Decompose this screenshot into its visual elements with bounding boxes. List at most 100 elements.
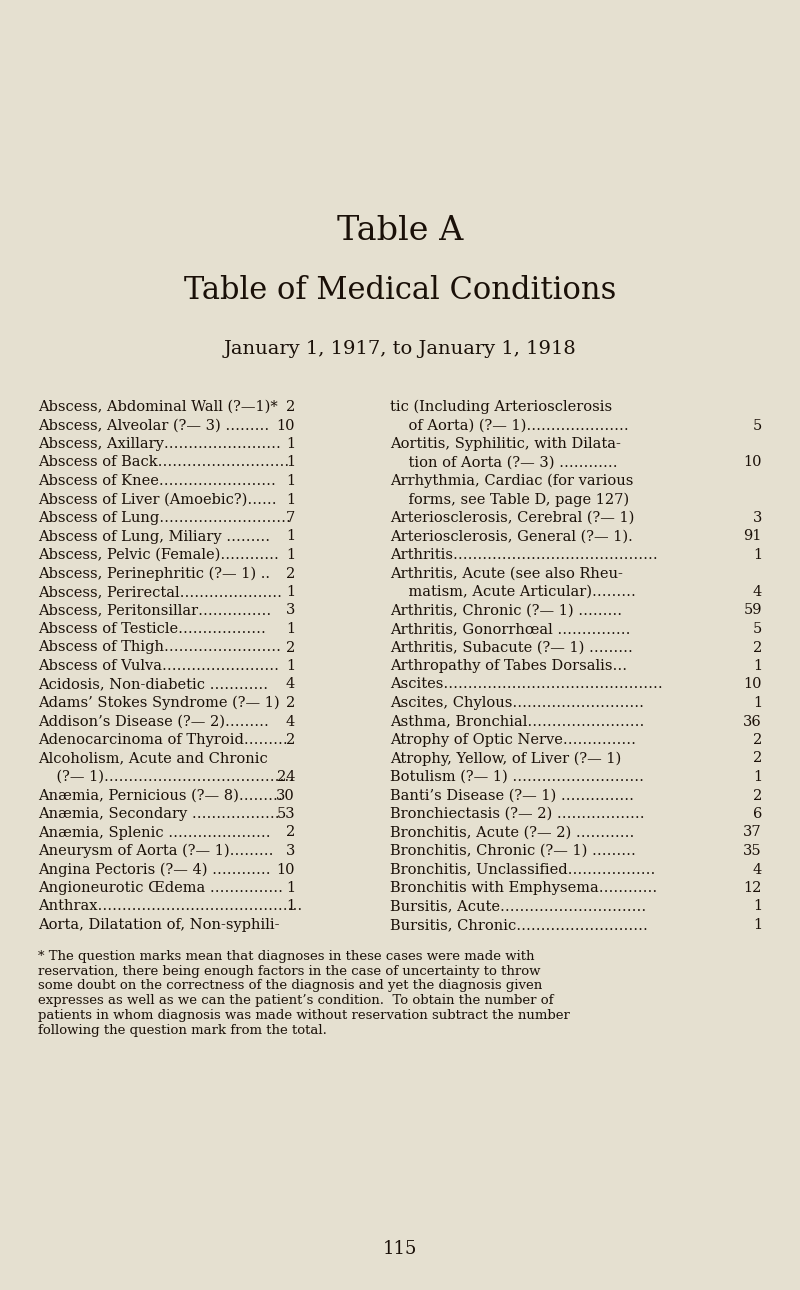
Text: Arthropathy of Tabes Dorsalis…: Arthropathy of Tabes Dorsalis… — [390, 659, 632, 673]
Text: Ascites………………………………………: Ascites……………………………………… — [390, 677, 662, 691]
Text: 1: 1 — [286, 473, 295, 488]
Text: Abscess, Abdominal Wall (?—1)*: Abscess, Abdominal Wall (?—1)* — [38, 400, 278, 414]
Text: patients in whom diagnosis was made without reservation subtract the number: patients in whom diagnosis was made with… — [38, 1009, 570, 1022]
Text: 2: 2 — [753, 752, 762, 765]
Text: Addison’s Disease (?— 2)………: Addison’s Disease (?— 2)……… — [38, 715, 269, 729]
Text: Bronchitis with Emphysema…………: Bronchitis with Emphysema………… — [390, 881, 658, 895]
Text: 1: 1 — [286, 529, 295, 543]
Text: 6: 6 — [753, 808, 762, 820]
Text: 10: 10 — [743, 455, 762, 470]
Text: Abscess of Thigh……………………: Abscess of Thigh…………………… — [38, 641, 281, 654]
Text: Ascites, Chylous………………………: Ascites, Chylous……………………… — [390, 697, 644, 710]
Text: Arthritis……………………………………: Arthritis…………………………………… — [390, 548, 658, 562]
Text: 1: 1 — [286, 548, 295, 562]
Text: Anæmia, Pernicious (?— 8)………: Anæmia, Pernicious (?— 8)……… — [38, 788, 282, 802]
Text: tion of Aorta (?— 3) …………: tion of Aorta (?— 3) ………… — [390, 455, 618, 470]
Text: 4: 4 — [753, 863, 762, 876]
Text: 2: 2 — [286, 400, 295, 414]
Text: 30: 30 — [276, 788, 295, 802]
Text: 53: 53 — [276, 808, 295, 820]
Text: 4: 4 — [286, 715, 295, 729]
Text: Abscess of Testicle………………: Abscess of Testicle……………… — [38, 622, 266, 636]
Text: Abscess, Peritonsillar……………: Abscess, Peritonsillar…………… — [38, 604, 271, 618]
Text: 1: 1 — [753, 918, 762, 931]
Text: Bronchitis, Chronic (?— 1) ………: Bronchitis, Chronic (?— 1) ……… — [390, 844, 636, 858]
Text: Arthritis, Chronic (?— 1) ………: Arthritis, Chronic (?— 1) ……… — [390, 604, 622, 618]
Text: 5: 5 — [753, 418, 762, 432]
Text: Bursitis, Acute…………………………: Bursitis, Acute………………………… — [390, 899, 646, 913]
Text: 3: 3 — [286, 844, 295, 858]
Text: forms, see Table D, page 127): forms, see Table D, page 127) — [390, 493, 629, 507]
Text: of Aorta) (?— 1)…………………: of Aorta) (?— 1)………………… — [390, 418, 629, 432]
Text: Bursitis, Chronic………………………: Bursitis, Chronic……………………… — [390, 918, 648, 931]
Text: Abscess, Perirectal…………………: Abscess, Perirectal………………… — [38, 584, 282, 599]
Text: Abscess of Knee……………………: Abscess of Knee…………………… — [38, 473, 276, 488]
Text: 1: 1 — [286, 881, 295, 895]
Text: 2: 2 — [753, 788, 762, 802]
Text: 10: 10 — [277, 863, 295, 876]
Text: Abscess of Vulva……………………: Abscess of Vulva…………………… — [38, 659, 279, 673]
Text: Arteriosclerosis, General (?— 1).: Arteriosclerosis, General (?— 1). — [390, 529, 633, 543]
Text: Abscess of Lung………………………: Abscess of Lung……………………… — [38, 511, 291, 525]
Text: 35: 35 — [743, 844, 762, 858]
Text: Acidosis, Non-diabetic …………: Acidosis, Non-diabetic ………… — [38, 677, 268, 691]
Text: 4: 4 — [753, 584, 762, 599]
Text: 2: 2 — [286, 733, 295, 747]
Text: Arrhythmia, Cardiac (for various: Arrhythmia, Cardiac (for various — [390, 473, 634, 489]
Text: 2: 2 — [753, 733, 762, 747]
Text: 1: 1 — [753, 697, 762, 710]
Text: Aorta, Dilatation of, Non-syphili-: Aorta, Dilatation of, Non-syphili- — [38, 918, 279, 931]
Text: Adams’ Stokes Syndrome (?— 1): Adams’ Stokes Syndrome (?— 1) — [38, 697, 280, 711]
Text: 2: 2 — [286, 697, 295, 710]
Text: 1: 1 — [753, 770, 762, 784]
Text: Arthritis, Gonorrhœal ……………: Arthritis, Gonorrhœal …………… — [390, 622, 630, 636]
Text: 1: 1 — [286, 622, 295, 636]
Text: Angioneurotic Œdema ……………: Angioneurotic Œdema …………… — [38, 881, 283, 895]
Text: (?— 1)…………………………………: (?— 1)………………………………… — [38, 770, 294, 784]
Text: Arteriosclerosis, Cerebral (?— 1): Arteriosclerosis, Cerebral (?— 1) — [390, 511, 634, 525]
Text: Atrophy of Optic Nerve……………: Atrophy of Optic Nerve…………… — [390, 733, 636, 747]
Text: 12: 12 — [744, 881, 762, 895]
Text: 1: 1 — [753, 659, 762, 673]
Text: Abscess of Liver (Amoebic?)……: Abscess of Liver (Amoebic?)…… — [38, 493, 277, 507]
Text: expresses as well as we can the patient’s condition.  To obtain the number of: expresses as well as we can the patient’… — [38, 995, 554, 1007]
Text: 1: 1 — [286, 584, 295, 599]
Text: 1: 1 — [753, 548, 762, 562]
Text: Adenocarcinoma of Thyroid………: Adenocarcinoma of Thyroid……… — [38, 733, 288, 747]
Text: 7: 7 — [286, 511, 295, 525]
Text: Botulism (?— 1) ………………………: Botulism (?— 1) ……………………… — [390, 770, 644, 784]
Text: 1: 1 — [286, 899, 295, 913]
Text: 1: 1 — [753, 899, 762, 913]
Text: 3: 3 — [286, 604, 295, 618]
Text: Abscess, Perinephritic (?— 1) ..: Abscess, Perinephritic (?— 1) .. — [38, 566, 270, 580]
Text: 1: 1 — [286, 659, 295, 673]
Text: 2: 2 — [286, 566, 295, 580]
Text: 1: 1 — [286, 455, 295, 470]
Text: 1: 1 — [286, 437, 295, 451]
Text: Bronchitis, Acute (?— 2) …………: Bronchitis, Acute (?— 2) ………… — [390, 826, 634, 840]
Text: 36: 36 — [743, 715, 762, 729]
Text: Abscess of Back………………………: Abscess of Back……………………… — [38, 455, 290, 470]
Text: Table A: Table A — [337, 215, 463, 246]
Text: 115: 115 — [383, 1240, 417, 1258]
Text: Abscess, Alveolar (?— 3) ………: Abscess, Alveolar (?— 3) ……… — [38, 418, 270, 432]
Text: Anthrax……………………………………: Anthrax…………………………………… — [38, 899, 302, 913]
Text: Anæmia, Secondary ………………: Anæmia, Secondary ……………… — [38, 808, 280, 820]
Text: 59: 59 — [743, 604, 762, 618]
Text: Atrophy, Yellow, of Liver (?— 1): Atrophy, Yellow, of Liver (?— 1) — [390, 752, 622, 766]
Text: 10: 10 — [277, 418, 295, 432]
Text: * The question marks mean that diagnoses in these cases were made with: * The question marks mean that diagnoses… — [38, 949, 534, 964]
Text: Banti’s Disease (?— 1) ……………: Banti’s Disease (?— 1) …………… — [390, 788, 634, 802]
Text: January 1, 1917, to January 1, 1918: January 1, 1917, to January 1, 1918 — [224, 341, 576, 359]
Text: 37: 37 — [743, 826, 762, 840]
Text: Abscess of Lung, Miliary ………: Abscess of Lung, Miliary ……… — [38, 529, 270, 543]
Text: reservation, there being enough factors in the case of uncertainty to throw: reservation, there being enough factors … — [38, 965, 541, 978]
Text: 10: 10 — [743, 677, 762, 691]
Text: Asthma, Bronchial……………………: Asthma, Bronchial…………………… — [390, 715, 644, 729]
Text: Bronchitis, Unclassified………………: Bronchitis, Unclassified……………… — [390, 863, 655, 876]
Text: 91: 91 — [744, 529, 762, 543]
Text: Table of Medical Conditions: Table of Medical Conditions — [184, 275, 616, 306]
Text: Bronchiectasis (?— 2) ………………: Bronchiectasis (?— 2) ……………… — [390, 808, 645, 820]
Text: Abscess, Pelvic (Female)…………: Abscess, Pelvic (Female)………… — [38, 548, 279, 562]
Text: Aneurysm of Aorta (?— 1)………: Aneurysm of Aorta (?— 1)……… — [38, 844, 274, 858]
